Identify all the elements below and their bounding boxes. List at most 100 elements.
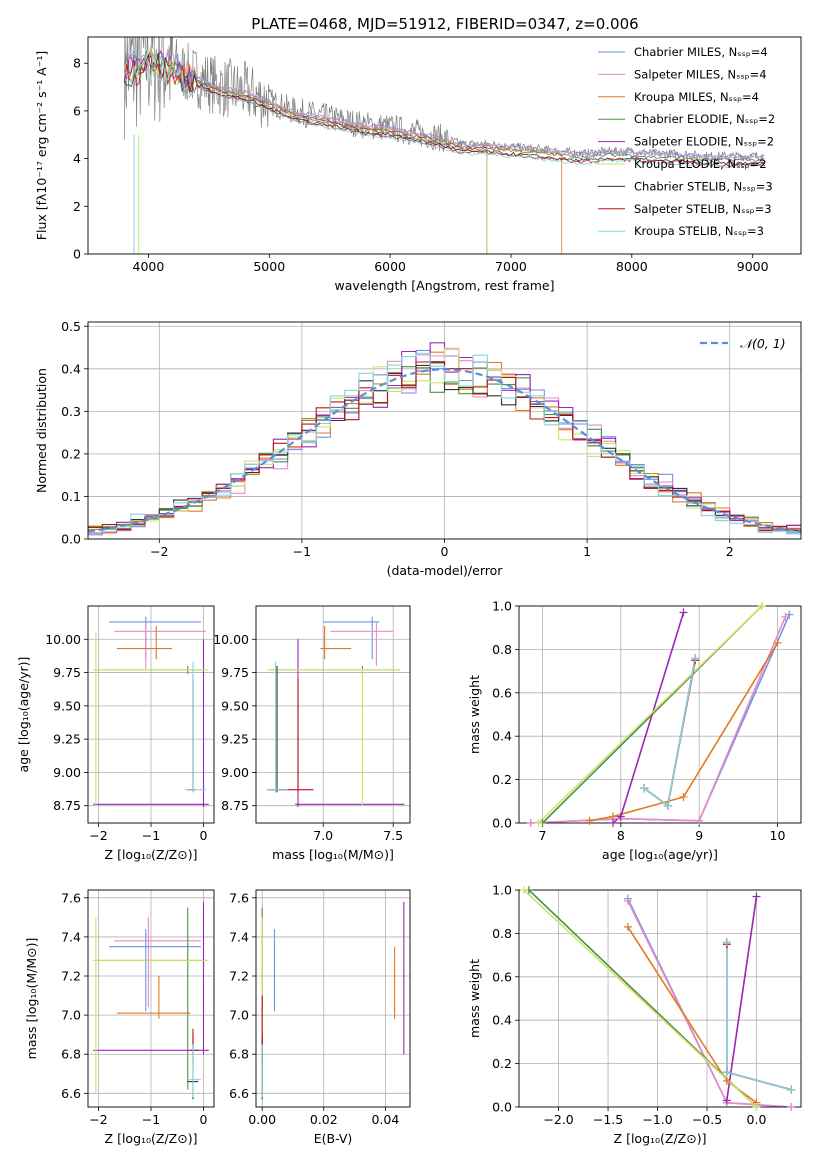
mass-weight-line-salpeter_miles — [530, 616, 787, 823]
y-axis-label: mass weight — [467, 675, 482, 754]
x-tick-label: −1 — [293, 544, 311, 559]
y-tick-label: 7.0 — [229, 1008, 249, 1023]
y-tick-label: 0.6 — [492, 685, 512, 700]
mass-weight-line-kroupa_miles — [589, 642, 779, 822]
y-axis-label: mass [log₁₀(M/M⊙)] — [24, 938, 39, 1060]
y-tick-label: 0.2 — [492, 1056, 512, 1071]
y-tick-label: 6 — [73, 103, 81, 118]
legend-entry: Salpeter MILES, Nₛₛₚ=4 — [634, 67, 767, 81]
x-tick-label: 7.5 — [383, 828, 403, 843]
massweight_vs_Z-panel: −2.0 −1.5 −1.0 −0.5 0.0 0.0 0.2 0.4 0.6 0.8 1.0 Z [… — [467, 883, 802, 1146]
legend-entry: Kroupa ELODIE, Nₛₛₚ=2 — [634, 157, 767, 171]
y-tick-label: 0.1 — [61, 489, 81, 504]
normal-curve — [88, 368, 801, 533]
marker-kroupa_stelib — [722, 1068, 731, 1077]
marker-salpeter_miles — [695, 816, 704, 825]
x-tick-label: −2 — [150, 544, 168, 559]
marker-chabrier_miles — [785, 610, 794, 619]
x-tick-label: 0.00 — [248, 1112, 276, 1127]
x-tick-label: 8 — [617, 828, 625, 843]
marker-kroupa_stelib — [787, 1085, 796, 1094]
mass-weight-line-salpeter_elodie — [726, 896, 758, 1101]
x-tick-label: −1 — [142, 828, 160, 843]
y-tick-label: 0.8 — [492, 926, 512, 941]
y-tick-label: 2 — [73, 199, 81, 214]
x-tick-label: −1.5 — [593, 1112, 623, 1127]
y-tick-label: 0.0 — [61, 532, 81, 547]
marker-kroupa_miles — [623, 922, 632, 931]
y-tick-label: 9.50 — [53, 698, 81, 713]
x-tick-label: 7.0 — [313, 828, 333, 843]
y-tick-label: 1.0 — [492, 883, 512, 898]
y-tick-label: 9.50 — [221, 698, 249, 713]
y-tick-label: 9.00 — [221, 765, 249, 780]
x-tick-label: 7 — [539, 828, 547, 843]
model-line-kroupa_stelib — [123, 53, 765, 168]
y-tick-label: 7.2 — [61, 969, 81, 984]
mass_vs_ebv-panel: 0.00 0.02 0.04 6.6 6.8 7.0 7.2 7.4 7.6 E(B-V) — [229, 889, 411, 1146]
axes-frame — [255, 889, 411, 1108]
x-tick-label: 2 — [726, 544, 734, 559]
x-tick-label: 4000 — [133, 259, 165, 274]
mass-weight-line-salpeter_stelib — [726, 944, 792, 1091]
mass-weight-line-salpeter_stelib — [643, 660, 696, 807]
spectrum-plot-area — [123, 37, 766, 254]
y-tick-label: 0.4 — [61, 361, 81, 376]
y-tick-label: 0 — [73, 247, 81, 262]
y-tick-label: 0.0 — [492, 816, 512, 831]
legend-entry: Kroupa MILES, Nₛₛₚ=4 — [634, 90, 759, 104]
y-tick-label: 0.2 — [492, 772, 512, 787]
x-axis-label: wavelength [Angstrom, rest frame] — [334, 278, 554, 293]
y-tick-label: 6.6 — [61, 1086, 81, 1101]
residual-histogram-salpeter_stelib — [88, 361, 801, 531]
mass-weight-line-chabrier_stelib — [726, 942, 792, 1091]
massweight_vs_age-panel: 7 8 9 10 0.0 0.2 0.4 0.6 0.8 1.0 age [log₁₀(age/yr… — [467, 599, 802, 862]
axes-frame — [518, 605, 802, 824]
marker-salpeter_elodie — [679, 608, 688, 617]
x-tick-label: 0 — [441, 544, 449, 559]
x-axis-label: Z [log₁₀(Z/Z⊙)] — [614, 1131, 707, 1146]
spectrum-panel: 4000 5000 6000 7000 8000 9000 0 2 4 6 8 wavelength … — [34, 36, 802, 293]
residuals-plot-area — [88, 322, 801, 539]
x-axis-label: Z [log₁₀(Z/Z⊙)] — [105, 847, 198, 862]
x-tick-label: 0 — [200, 1112, 208, 1127]
marker-salpeter_elodie — [609, 819, 617, 827]
y-tick-label: 1.0 — [492, 599, 512, 614]
x-axis-label: E(B-V) — [314, 1131, 353, 1146]
marker-kroupa_stelib — [722, 938, 731, 947]
marker-salpeter_miles — [781, 612, 790, 621]
y-tick-label: 0.4 — [492, 1013, 512, 1028]
legend-entry: Chabrier MILES, Nₛₛₚ=4 — [634, 45, 768, 59]
mass-weight-line-chabrier_miles — [627, 898, 792, 1107]
mass_vs_Z-plot-area — [88, 890, 214, 1107]
y-tick-label: 7.6 — [61, 890, 81, 905]
y-tick-label: 0.6 — [492, 969, 512, 984]
axes-frame — [87, 889, 215, 1108]
mass-weight-line-salpeter_miles — [627, 900, 792, 1107]
x-tick-label: −1 — [142, 1112, 160, 1127]
y-tick-label: 6.8 — [61, 1047, 81, 1062]
marker-kroupa_elodie — [752, 1103, 761, 1111]
y-tick-label: 6.6 — [229, 1086, 249, 1101]
marker-kroupa_miles — [679, 792, 688, 801]
y-axis-label: age [log₁₀(age/yr)] — [16, 657, 31, 773]
x-axis-label: age [log₁₀(age/yr)] — [602, 847, 718, 862]
y-tick-label: 9.75 — [221, 665, 249, 680]
legend-entry-normal: 𝒩(0, 1) — [740, 336, 786, 351]
x-tick-label: −2.0 — [543, 1112, 573, 1127]
marker-salpeter_miles — [787, 1103, 796, 1111]
y-tick-label: 0.4 — [492, 729, 512, 744]
axes-frame — [518, 889, 802, 1108]
y-tick-label: 9.25 — [53, 732, 81, 747]
marker-kroupa_stelib — [640, 784, 649, 793]
marker-kroupa_stelib — [691, 654, 700, 663]
legend-entry: Salpeter ELODIE, Nₛₛₚ=2 — [634, 135, 774, 149]
age_vs_Z-panel: −2 −1 0 8.75 9.00 9.25 9.50 9.75 10.00 Z [log₁₀(Z… — [16, 605, 215, 862]
model-line-chabrier_elodie — [123, 49, 766, 163]
y-tick-label: 8 — [73, 56, 81, 71]
y-tick-label: 7.4 — [229, 929, 249, 944]
y-tick-label: 10.00 — [45, 632, 81, 647]
x-tick-label: −2 — [89, 1112, 107, 1127]
age_vs_mass-plot-area — [256, 606, 410, 823]
x-axis-label: (data-model)/error — [387, 563, 504, 578]
